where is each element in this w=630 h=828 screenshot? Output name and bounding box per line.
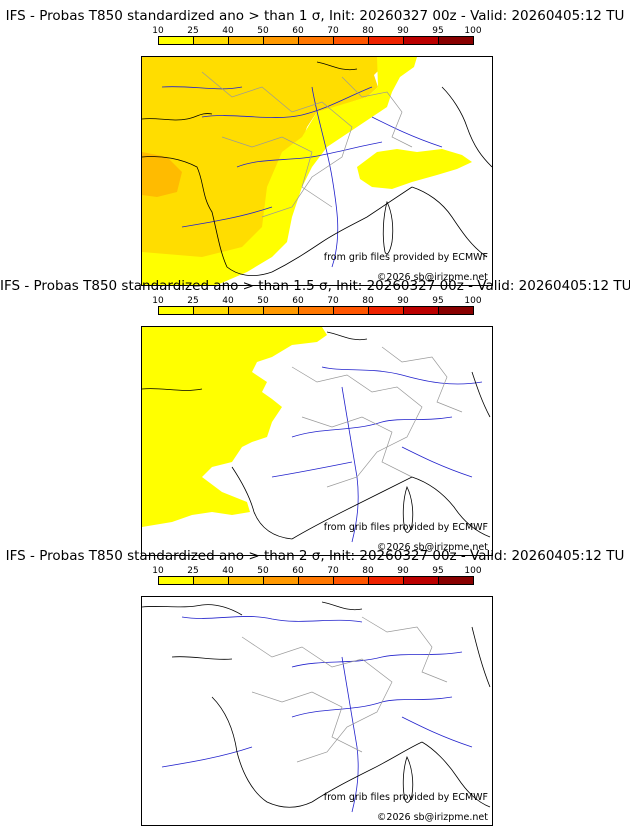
legend-bin-10-25 bbox=[159, 577, 194, 584]
legend-tick: 90 bbox=[397, 296, 409, 306]
rivers bbox=[161, 616, 473, 813]
borders bbox=[241, 616, 448, 763]
legend-bin-90-95 bbox=[404, 37, 439, 44]
legend-tick: 70 bbox=[327, 296, 339, 306]
map-panel-1: IFS - Probas T850 standardized ano > tha… bbox=[0, 8, 630, 286]
probability-map: from grib files provided by ECMWF ©2026 … bbox=[141, 326, 493, 556]
legend-tick: 40 bbox=[222, 566, 234, 576]
legend-bin-40-50 bbox=[229, 577, 264, 584]
prob-area-40-50 bbox=[142, 152, 182, 197]
coastlines bbox=[142, 601, 491, 808]
legend-tick: 95 bbox=[432, 566, 444, 576]
legend-tick: 50 bbox=[257, 296, 269, 306]
legend-tick: 90 bbox=[397, 26, 409, 36]
legend-labels: 10 25 40 50 60 70 80 90 95 100 bbox=[140, 26, 490, 37]
legend-tick: 80 bbox=[362, 296, 374, 306]
legend-bin-10-25 bbox=[159, 37, 194, 44]
copyright-credit: ©2026 sb@irizpme.net bbox=[377, 272, 488, 283]
legend-bin-80-90 bbox=[369, 37, 404, 44]
legend-bin-90-95 bbox=[404, 577, 439, 584]
color-legend-bar bbox=[158, 306, 474, 315]
legend-tick: 50 bbox=[257, 566, 269, 576]
legend-tick: 95 bbox=[432, 26, 444, 36]
coastlines bbox=[142, 61, 492, 277]
map-svg: from grib files provided by ECMWF ©2026 … bbox=[142, 327, 491, 553]
coastlines bbox=[142, 331, 491, 540]
panel-title: IFS - Probas T850 standardized ano > tha… bbox=[5, 8, 625, 24]
prob-area-10-25-alps bbox=[357, 149, 472, 189]
legend-tick: 100 bbox=[464, 26, 482, 36]
legend-tick: 25 bbox=[187, 296, 199, 306]
legend-tick: 10 bbox=[152, 26, 164, 36]
legend-bin-10-25 bbox=[159, 307, 194, 314]
rivers bbox=[271, 366, 483, 543]
color-legend-bar bbox=[158, 36, 474, 45]
legend-tick: 10 bbox=[152, 566, 164, 576]
legend-bin-50-60 bbox=[264, 577, 299, 584]
legend-tick: 80 bbox=[362, 566, 374, 576]
color-legend-bar bbox=[158, 576, 474, 585]
prob-area-10-25 bbox=[142, 57, 417, 285]
legend-bin-60-70 bbox=[299, 577, 334, 584]
legend-labels: 10 25 40 50 60 70 80 90 95 100 bbox=[140, 296, 490, 307]
legend-bin-70-80 bbox=[334, 577, 369, 584]
legend-bin-70-80 bbox=[334, 37, 369, 44]
map-svg: from grib files provided by ECMWF ©2026 … bbox=[142, 57, 492, 285]
borders bbox=[201, 71, 413, 218]
legend-bin-80-90 bbox=[369, 307, 404, 314]
legend-bin-25-40 bbox=[194, 307, 229, 314]
legend-tick: 70 bbox=[327, 26, 339, 36]
source-credit: from grib files provided by ECMWF bbox=[324, 792, 488, 803]
copyright-credit: ©2026 sb@irizpme.net bbox=[377, 812, 488, 823]
legend-tick: 60 bbox=[292, 566, 304, 576]
legend-bin-95-100 bbox=[439, 307, 473, 314]
panel-title: IFS - Probas T850 standardized ano > tha… bbox=[5, 548, 625, 564]
source-credit: from grib files provided by ECMWF bbox=[324, 522, 488, 533]
legend-bin-25-40 bbox=[194, 37, 229, 44]
legend-tick: 25 bbox=[187, 26, 199, 36]
legend-tick: 60 bbox=[292, 26, 304, 36]
copyright-credit: ©2026 sb@irizpme.net bbox=[377, 542, 488, 553]
legend-bin-60-70 bbox=[299, 307, 334, 314]
legend-tick: 90 bbox=[397, 566, 409, 576]
legend-tick: 100 bbox=[464, 566, 482, 576]
legend-bin-50-60 bbox=[264, 37, 299, 44]
map-panel-3: IFS - Probas T850 standardized ano > tha… bbox=[0, 548, 630, 826]
borders bbox=[291, 346, 463, 488]
map-svg: from grib files provided by ECMWF ©2026 … bbox=[142, 601, 491, 823]
rivers bbox=[161, 86, 443, 268]
prob-area-10-25 bbox=[142, 327, 327, 527]
legend-tick: 100 bbox=[464, 296, 482, 306]
legend-tick: 70 bbox=[327, 566, 339, 576]
legend-tick: 60 bbox=[292, 296, 304, 306]
source-credit: from grib files provided by ECMWF bbox=[324, 252, 488, 263]
legend-tick: 50 bbox=[257, 26, 269, 36]
legend-bin-50-60 bbox=[264, 307, 299, 314]
legend-labels: 10 25 40 50 60 70 80 90 95 100 bbox=[140, 566, 490, 577]
legend-tick: 10 bbox=[152, 296, 164, 306]
legend-tick: 40 bbox=[222, 26, 234, 36]
map-panel-2: IFS - Probas T850 standardized ano > tha… bbox=[0, 278, 630, 556]
legend-bin-25-40 bbox=[194, 577, 229, 584]
legend-tick: 40 bbox=[222, 296, 234, 306]
legend-bin-80-90 bbox=[369, 577, 404, 584]
prob-area-25-40 bbox=[142, 57, 382, 285]
panel-title: IFS - Probas T850 standardized ano > tha… bbox=[0, 278, 630, 294]
legend-tick: 80 bbox=[362, 26, 374, 36]
legend-bin-70-80 bbox=[334, 307, 369, 314]
legend-bin-90-95 bbox=[404, 307, 439, 314]
legend-bin-95-100 bbox=[439, 37, 473, 44]
legend-bin-60-70 bbox=[299, 37, 334, 44]
probability-map: from grib files provided by ECMWF ©2026 … bbox=[141, 56, 493, 286]
probability-map: from grib files provided by ECMWF ©2026 … bbox=[141, 596, 493, 826]
legend-bin-40-50 bbox=[229, 307, 264, 314]
legend-bin-40-50 bbox=[229, 37, 264, 44]
legend-bin-95-100 bbox=[439, 577, 473, 584]
legend-tick: 95 bbox=[432, 296, 444, 306]
legend-tick: 25 bbox=[187, 566, 199, 576]
